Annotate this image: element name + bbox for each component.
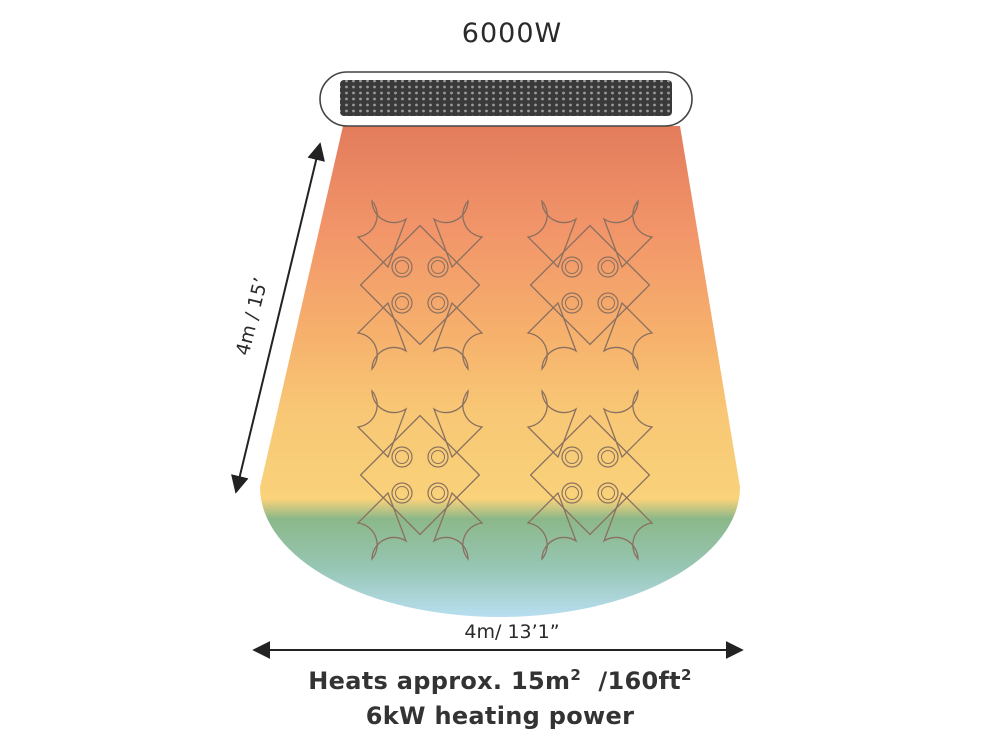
heater-grille [340,80,672,116]
coverage-imperial: /160ft [598,667,681,695]
width-dimension-label: 4m/ 13’1” [464,621,559,643]
wattage-label: 6000W [462,18,562,49]
metric-exponent: 2 [570,666,582,684]
coverage-metric: Heats approx. 15m [308,667,571,695]
heater-unit [319,71,693,127]
imperial-exponent: 2 [680,666,692,684]
depth-dimension-label: 4m / 15’ [232,275,273,357]
coverage-area-text: Heats approx. 15m2 /160ft2 [0,666,1000,695]
heat-coverage-zone [260,126,740,617]
depth-dimension-arrow [231,142,325,494]
heating-power-text: 6kW heating power [365,702,635,730]
